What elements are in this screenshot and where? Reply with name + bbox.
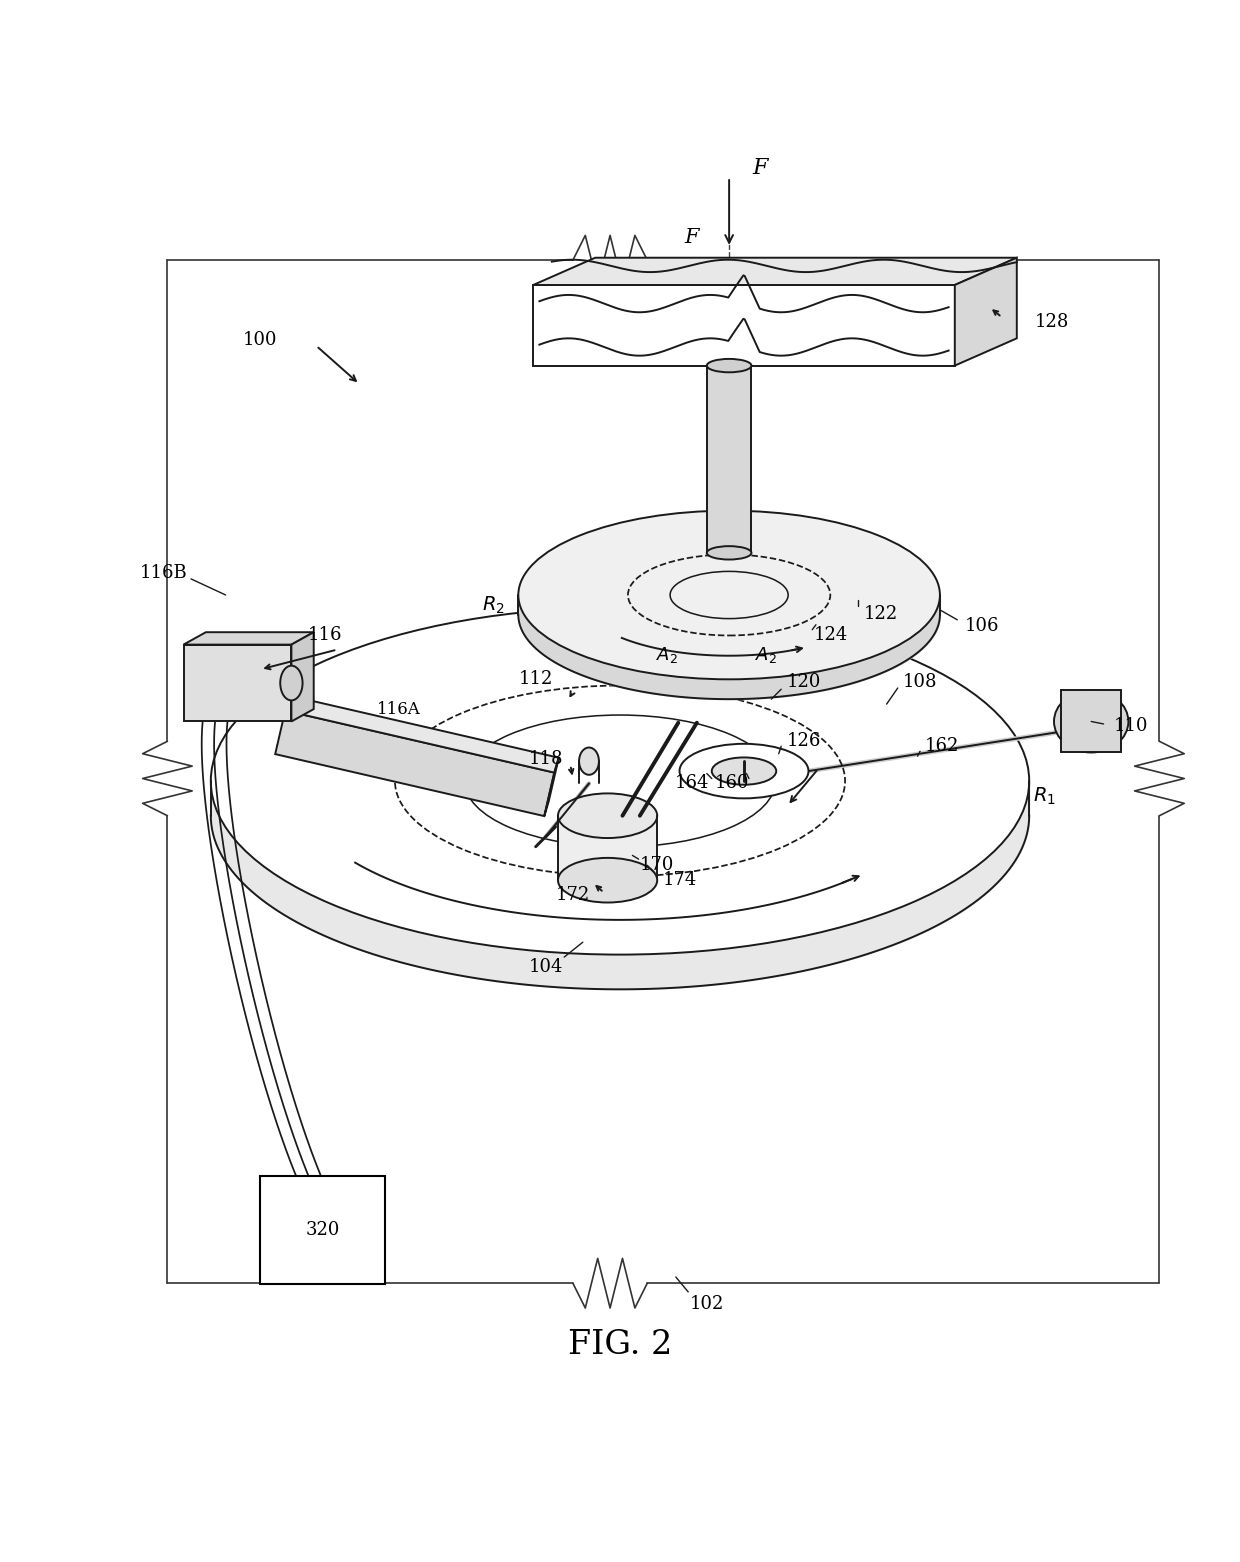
Ellipse shape bbox=[707, 359, 751, 372]
Ellipse shape bbox=[280, 665, 303, 700]
Text: $R_1$: $R_1$ bbox=[1033, 786, 1055, 806]
Ellipse shape bbox=[558, 793, 657, 839]
Text: 170: 170 bbox=[640, 856, 675, 875]
Text: 102: 102 bbox=[689, 1295, 724, 1314]
Text: 160: 160 bbox=[714, 775, 749, 792]
Ellipse shape bbox=[1054, 690, 1128, 753]
Text: FIG. 2: FIG. 2 bbox=[568, 1329, 672, 1361]
Text: 108: 108 bbox=[903, 673, 937, 690]
Text: $A_2$: $A_2$ bbox=[656, 645, 678, 664]
Text: 126: 126 bbox=[786, 733, 821, 750]
Polygon shape bbox=[1061, 690, 1121, 753]
Polygon shape bbox=[275, 711, 554, 815]
Polygon shape bbox=[184, 645, 291, 722]
Text: F: F bbox=[684, 228, 699, 247]
Text: 116: 116 bbox=[308, 626, 342, 644]
Ellipse shape bbox=[579, 748, 599, 775]
Polygon shape bbox=[533, 258, 1017, 284]
Text: 120: 120 bbox=[786, 673, 821, 690]
Text: F: F bbox=[753, 158, 768, 180]
Ellipse shape bbox=[211, 608, 1029, 954]
Text: 174: 174 bbox=[662, 872, 697, 889]
Text: 162: 162 bbox=[925, 737, 960, 756]
Ellipse shape bbox=[712, 758, 776, 784]
Text: 320: 320 bbox=[305, 1221, 340, 1239]
Polygon shape bbox=[184, 633, 314, 645]
Polygon shape bbox=[707, 366, 751, 553]
Polygon shape bbox=[955, 258, 1017, 366]
Text: 122: 122 bbox=[863, 604, 898, 623]
Text: $A_2$: $A_2$ bbox=[755, 645, 777, 664]
Polygon shape bbox=[291, 633, 314, 722]
Polygon shape bbox=[558, 815, 657, 881]
Polygon shape bbox=[544, 758, 559, 815]
Ellipse shape bbox=[680, 744, 808, 798]
Text: 172: 172 bbox=[556, 886, 590, 904]
Text: 116A: 116A bbox=[377, 701, 422, 717]
Text: 104: 104 bbox=[528, 958, 563, 976]
Ellipse shape bbox=[558, 858, 657, 903]
Polygon shape bbox=[533, 284, 955, 366]
Text: 164: 164 bbox=[675, 775, 709, 792]
Text: 128: 128 bbox=[1034, 314, 1069, 331]
Ellipse shape bbox=[707, 547, 751, 559]
Text: 112: 112 bbox=[518, 670, 553, 689]
Text: 106: 106 bbox=[965, 617, 999, 636]
Text: 110: 110 bbox=[1114, 717, 1148, 736]
Text: $R_2$: $R_2$ bbox=[482, 594, 505, 615]
Text: 100: 100 bbox=[243, 331, 278, 348]
Text: 124: 124 bbox=[813, 626, 848, 644]
Text: 118: 118 bbox=[528, 750, 563, 767]
Text: 116B: 116B bbox=[140, 564, 187, 581]
Ellipse shape bbox=[518, 511, 940, 679]
Polygon shape bbox=[285, 695, 559, 773]
